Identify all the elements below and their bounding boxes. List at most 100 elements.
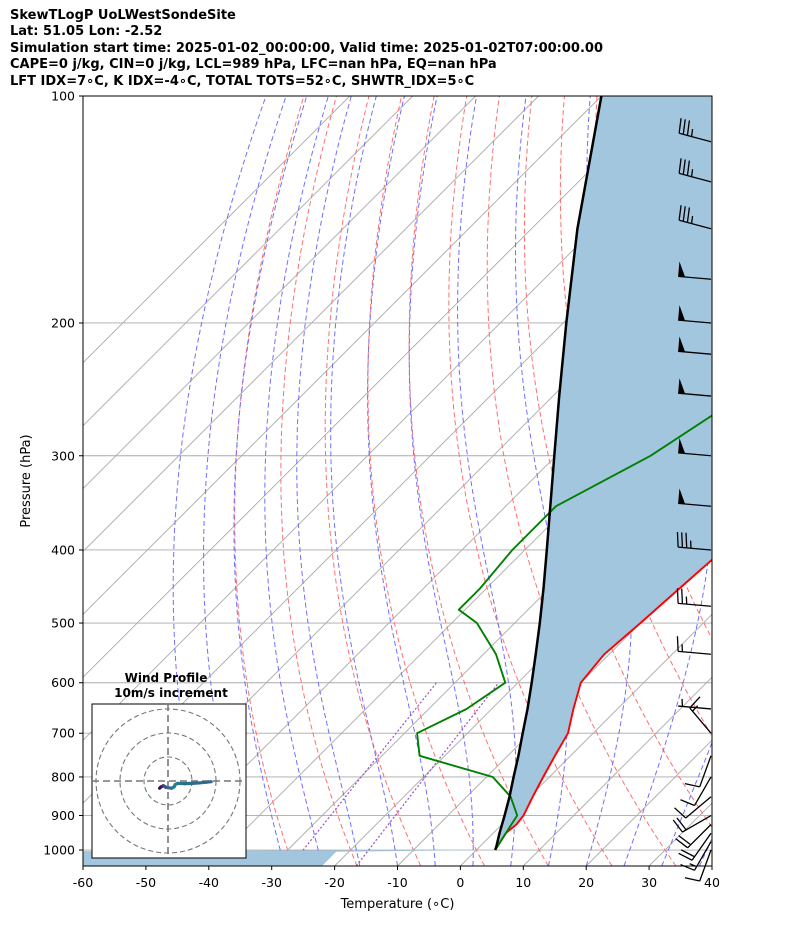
wind-barb [678,336,712,355]
dry-adiabat [280,96,358,866]
barb-staff [689,707,712,734]
hodograph-title: Wind Profile [125,671,208,685]
isotherm [83,96,665,678]
barb-staff [699,849,712,882]
x-tick-label: -40 [199,875,219,890]
barb-staff [678,502,712,507]
chart-title: SkewTLogP UoLWestSondeSite [10,8,236,23]
barb-flag [678,378,686,394]
barb-full [681,588,684,604]
wind-barb [678,205,712,230]
barb-staff [678,350,712,355]
barb-staff [678,452,712,457]
barb-half [692,705,699,712]
parcel-line [494,96,603,851]
cape-line: CAPE=0 j/kg, CIN=0 j/kg, LCL=989 hPa, LF… [10,57,497,73]
barb-staff [699,755,712,788]
x-tick-label: -50 [136,875,156,890]
wind-barb [678,261,712,280]
x-axis-label: Temperature (∘C) [340,897,455,912]
barb-full [678,852,693,861]
temperature-line [494,558,712,851]
y-axis-label: Pressure (hPa) [19,434,34,527]
x-tick-label: -60 [73,875,93,890]
barb-full [676,531,679,548]
barb-staff [678,172,712,183]
y-tick-label: 800 [51,769,75,784]
moist-adiabat [698,837,712,866]
isotherm [334,487,712,866]
barb-staff [678,546,712,551]
location-line: Lat: 51.05 Lon: -2.52 [10,24,163,40]
barb-staff [687,824,712,849]
dry-adiabat [448,96,613,866]
hodograph-subtitle: 10m/s increment [114,686,228,700]
moist-adiabat [330,96,398,866]
wind-barb [680,841,712,871]
isotherm [83,96,539,553]
y-tick-label: 100 [51,89,75,104]
y-tick-label: 900 [51,808,75,823]
dry-adiabat [324,96,422,866]
y-tick-label: 300 [51,448,75,463]
barb-full [675,838,689,849]
wind-barb [678,832,712,861]
moist-adiabat [172,96,267,866]
wind-barb [678,437,712,457]
dry-adiabat [727,96,794,866]
barb-full [682,206,686,222]
moist-adiabat [233,96,308,866]
barb-full [674,807,687,819]
barb-full [685,532,688,548]
x-tick-label: -20 [324,875,344,890]
chart-header: SkewTLogP UoLWestSondeSite Lat: 51.05 Lo… [10,8,603,90]
isotherm [83,96,476,490]
x-tick-label: 10 [515,875,531,890]
barb-full [681,532,684,548]
index-line: LFT IDX=7∘C, K IDX=-4∘C, TOTAL TOTS=52∘C… [10,73,475,89]
barb-staff [678,602,712,607]
barb-flag [678,261,686,277]
barb-full [686,207,691,223]
x-tick-label: 40 [704,875,720,890]
isotherm [83,96,602,616]
barb-staff [693,841,712,871]
dry-adiabat [523,96,712,829]
wind-barb [689,696,712,734]
barb-full [680,849,695,858]
moist-adiabat [623,96,712,866]
barb-flag [678,488,686,504]
x-tick-label: -10 [387,875,407,890]
isotherm [145,299,712,866]
barb-full [676,588,679,604]
barb-full [678,158,682,174]
barb-flag [678,437,686,454]
barb-staff [678,219,712,230]
dry-adiabat [760,96,794,866]
moist-adiabat [737,96,794,866]
barb-full [686,120,691,136]
barb-half [690,169,694,177]
y-tick-label: 1000 [43,843,75,858]
wind-barb [678,698,712,710]
x-tick-label: 30 [641,875,657,890]
moist-adiabat [457,96,517,866]
wind-barb [672,814,712,833]
hodograph-plot [92,704,246,858]
barb-full [678,118,682,134]
x-tick-label: 0 [456,875,464,890]
y-tick-label: 200 [51,315,75,330]
moist-adiabat [264,96,329,866]
barb-staff [685,796,712,819]
y-tick-label: 400 [51,542,75,557]
barb-half [690,215,694,224]
barb-full [678,835,692,846]
wind-barb [684,849,712,882]
wind-barb [676,588,712,607]
moist-adiabat [515,96,569,866]
barb-staff [678,650,712,655]
y-tick-label: 700 [51,726,75,741]
wind-barb [680,776,712,807]
barb-half [689,863,697,868]
